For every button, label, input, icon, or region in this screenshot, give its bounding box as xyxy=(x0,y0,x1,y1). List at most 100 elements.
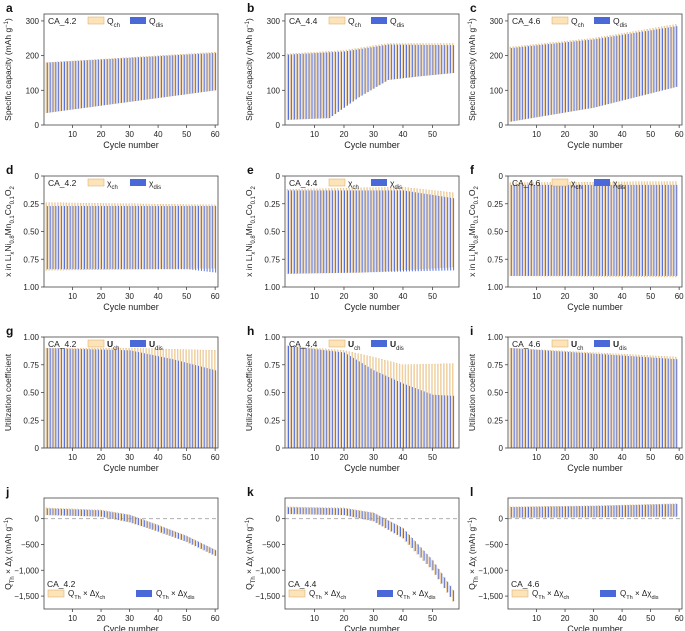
bar-Q_dis-cycle-30 xyxy=(129,57,131,102)
bar-x_dis-cycle-18 xyxy=(559,184,561,276)
bar-x_ch-cycle-41 xyxy=(623,181,626,277)
legend-label-charge-part: ch xyxy=(113,346,119,352)
bar-U_ch-cycle-33 xyxy=(601,352,603,449)
bar-x_dis-cycle-20 xyxy=(565,184,567,276)
bar-U_ch-cycle-29 xyxy=(125,347,127,449)
bar-Q_ch-cycle-39 xyxy=(154,55,156,99)
bar-x_ch-cycle-17 xyxy=(91,203,93,270)
bar-QTh_dx_ch-cycle-2 xyxy=(289,506,292,515)
bar-U_dis-cycle-22 xyxy=(106,349,108,448)
bar-Q_dis-cycle-26 xyxy=(582,40,584,110)
bar-x_dis-cycle-46 xyxy=(639,184,641,276)
x-tick-label: 10 xyxy=(310,614,319,623)
bar-Q_ch-cycle-41 xyxy=(404,43,407,78)
bar-x_ch-cycle-45 xyxy=(416,188,418,270)
bar-Q_ch-cycle-40 xyxy=(401,43,404,79)
bar-x_ch-cycle-31 xyxy=(131,203,133,270)
bar-Q_dis-cycle-1 xyxy=(510,47,512,122)
bar-U_ch-cycle-29 xyxy=(369,356,371,449)
y-tick-label: 0.25 xyxy=(23,416,39,425)
bar-U_dis-cycle-35 xyxy=(388,376,390,448)
bar-U_dis-cycle-1 xyxy=(287,345,289,448)
bar-Q_ch-cycle-43 xyxy=(410,43,412,78)
legend-label-charge-part: ch xyxy=(111,185,117,191)
bar-x_dis-cycle-49 xyxy=(429,194,431,271)
x-tick-label: 10 xyxy=(310,453,319,462)
bar-x_ch-cycle-60 xyxy=(214,204,216,269)
bar-Q_dis-cycle-7 xyxy=(64,61,65,111)
legend-swatch-discharge xyxy=(594,340,610,347)
bar-U_dis-cycle-11 xyxy=(317,349,319,448)
y-tick-label: −500 xyxy=(21,540,40,549)
bar-QTh_dx_dis-cycle-53 xyxy=(195,540,197,547)
bar-Q_dis-cycle-38 xyxy=(397,44,399,79)
bar-U_ch-cycle-59 xyxy=(675,356,677,449)
bar-Q_dis-cycle-23 xyxy=(352,50,354,102)
panel-label: h xyxy=(247,324,254,338)
bar-x_dis-cycle-37 xyxy=(149,205,151,270)
bar-QTh_dx_dis-cycle-19 xyxy=(98,510,100,517)
y-axis-label-part: Q xyxy=(3,583,13,590)
y-axis-label-part: −1 xyxy=(468,20,474,27)
bar-Q_ch-cycle-38 xyxy=(615,34,617,103)
bar-QTh_dx_dis-cycle-54 xyxy=(662,504,663,517)
bar-QTh_dx_dis-cycle-57 xyxy=(206,545,208,552)
bar-QTh_dx_ch-cycle-31 xyxy=(375,513,377,524)
bar-U_dis-cycle-42 xyxy=(627,355,629,448)
bar-Q_dis-cycle-37 xyxy=(613,36,615,103)
bar-U_ch-cycle-34 xyxy=(139,348,142,449)
y-tick-label: 0.50 xyxy=(264,389,280,398)
x-tick-label: 40 xyxy=(399,292,408,301)
bar-Q_dis-cycle-25 xyxy=(115,58,117,104)
bar-QTh_dx_ch-cycle-55 xyxy=(663,503,666,517)
bar-x_ch-cycle-56 xyxy=(449,192,451,268)
bar-U_ch-cycle-10 xyxy=(313,347,315,449)
bar-x_dis-cycle-52 xyxy=(192,205,194,270)
bar-Q_dis-cycle-21 xyxy=(567,42,569,112)
bar-Q_dis-cycle-41 xyxy=(625,34,626,100)
bar-QTh_dx_ch-cycle-20 xyxy=(99,509,102,517)
x-tick-label: 20 xyxy=(561,614,570,623)
bar-U_dis-cycle-29 xyxy=(590,353,592,448)
bar-QTh_dx_ch-cycle-14 xyxy=(82,509,85,517)
bar-Q_dis-cycle-15 xyxy=(550,43,552,115)
bar-Q_dis-cycle-1 xyxy=(287,54,289,120)
bar-x_ch-cycle-53 xyxy=(194,204,196,269)
bar-x_dis-cycle-20 xyxy=(344,190,345,273)
bar-Q_ch-cycle-51 xyxy=(652,28,654,93)
bar-x_ch-cycle-48 xyxy=(425,189,427,269)
bar-x_ch-cycle-41 xyxy=(404,187,407,270)
bar-QTh_dx_ch-cycle-35 xyxy=(606,505,608,518)
bar-x_ch-cycle-51 xyxy=(652,181,654,278)
bar-x_ch-cycle-3 xyxy=(51,202,53,271)
bar-QTh_dx_ch-cycle-7 xyxy=(304,506,306,515)
bar-U_ch-cycle-27 xyxy=(119,347,122,449)
bar-Q_ch-cycle-15 xyxy=(85,59,87,108)
bar-QTh_dx_ch-cycle-23 xyxy=(351,509,353,518)
y-axis-label-part: Th xyxy=(10,576,16,583)
bar-U_ch-cycle-29 xyxy=(589,352,591,449)
bar-U_dis-cycle-49 xyxy=(183,362,185,448)
bar-x_ch-cycle-13 xyxy=(544,182,546,277)
bar-Q_ch-cycle-42 xyxy=(407,43,410,78)
bar-Q_ch-cycle-47 xyxy=(177,54,179,96)
bar-QTh_dx_ch-cycle-12 xyxy=(77,508,79,517)
bar-QTh_dx_dis-cycle-57 xyxy=(453,590,455,602)
bar-x_dis-cycle-57 xyxy=(453,198,455,271)
bar-QTh_dx_dis-cycle-2 xyxy=(49,508,51,516)
bar-Q_dis-cycle-17 xyxy=(92,59,94,107)
bar-QTh_dx_dis-cycle-25 xyxy=(115,512,117,520)
bar-x_dis-cycle-45 xyxy=(417,192,419,272)
y-axis-label-part: Ni xyxy=(467,243,477,251)
bar-U_ch-cycle-31 xyxy=(595,352,597,449)
plot-frame xyxy=(507,13,683,126)
legend-label-discharge-part: dis xyxy=(651,595,658,601)
bar-QTh_dx_ch-cycle-16 xyxy=(552,506,554,518)
bar-Q_ch-cycle-25 xyxy=(357,47,359,98)
bar-Q_dis-cycle-59 xyxy=(676,26,678,87)
bar-QTh_dx_ch-cycle-17 xyxy=(91,509,93,517)
bar-QTh_dx_ch-cycle-13 xyxy=(544,506,546,518)
x-tick-label: 20 xyxy=(97,614,106,623)
bar-Q_dis-cycle-7 xyxy=(528,46,529,119)
bar-Q_dis-cycle-42 xyxy=(408,44,410,78)
